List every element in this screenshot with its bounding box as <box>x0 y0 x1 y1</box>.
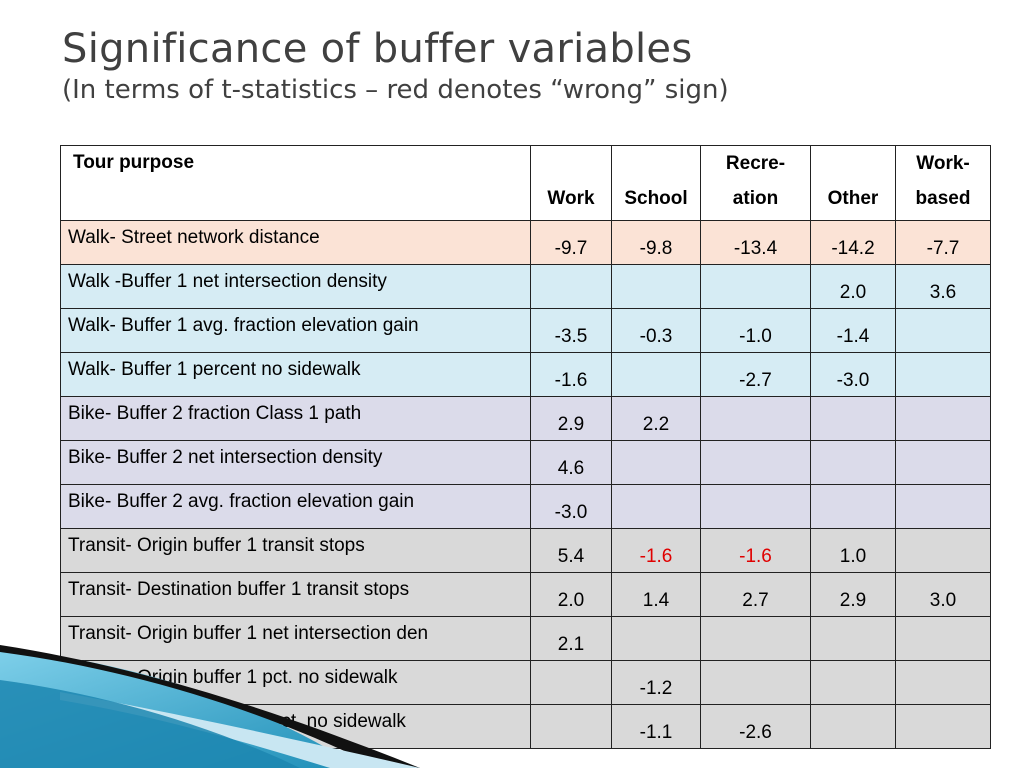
value-cell: -1.4 <box>810 308 896 353</box>
table-row: Walk- Buffer 1 percent no sidewalk -1.6 -2… <box>60 352 991 397</box>
value-cell: 2.9 <box>810 572 896 617</box>
header-tour-purpose: Tour purpose <box>60 145 531 221</box>
row-label: Bike- Buffer 2 fraction Class 1 path <box>60 396 531 441</box>
value-cell: 2.2 <box>611 396 701 441</box>
value-cell: -13.4 <box>700 220 811 265</box>
value-cell: -1.6 <box>530 352 612 397</box>
value-cell <box>810 660 896 705</box>
header-recreation: Recre-ation <box>700 145 811 221</box>
value-cell <box>700 484 811 529</box>
value-cell: 1.4 <box>611 572 701 617</box>
value-cell <box>895 528 991 573</box>
value-cell: 5.4 <box>530 528 612 573</box>
value-cell: -7.7 <box>895 220 991 265</box>
value-cell <box>700 396 811 441</box>
header-other: Other <box>810 145 896 221</box>
value-cell: -14.2 <box>810 220 896 265</box>
title-block: Significance of buffer variables (In ter… <box>62 26 729 106</box>
value-cell <box>810 484 896 529</box>
value-cell: -9.7 <box>530 220 612 265</box>
value-cell: 2.9 <box>530 396 612 441</box>
header-other-text: Other <box>827 188 879 209</box>
value-cell <box>611 440 701 485</box>
value-cell: -2.6 <box>700 704 811 749</box>
value-cell <box>895 616 991 661</box>
value-cell <box>895 352 991 397</box>
row-label: Transit- Origin buffer 1 transit stops <box>60 528 531 573</box>
table-body: Walk- Street network distance -9.7 -9.8 -13… <box>60 220 991 749</box>
table-row: Bike- Buffer 2 net intersection density 4… <box>60 440 991 485</box>
row-label: Walk -Buffer 1 net intersection density <box>60 264 531 309</box>
value-cell: 4.6 <box>530 440 612 485</box>
value-cell: -3.0 <box>530 484 612 529</box>
value-cell <box>700 616 811 661</box>
value-cell: -3.5 <box>530 308 612 353</box>
value-cell: -0.3 <box>611 308 701 353</box>
value-cell <box>810 440 896 485</box>
value-cell: -2.7 <box>700 352 811 397</box>
value-cell <box>530 660 612 705</box>
value-cell <box>700 264 811 309</box>
table-row: Walk -Buffer 1 net intersection density 2… <box>60 264 991 309</box>
table-row: Bike- Buffer 2 avg. fraction elevation g… <box>60 484 991 529</box>
table-row: Walk- Buffer 1 avg. fraction elevation g… <box>60 308 991 353</box>
decorative-wave-graphic <box>0 645 420 768</box>
value-cell <box>611 264 701 309</box>
table-row: Transit- Origin buffer 1 net intersectio… <box>60 616 991 661</box>
significance-table: Tour purpose Work School Recre-ation Oth… <box>60 145 991 749</box>
value-cell: -1.6 <box>700 528 811 573</box>
table-row: Bike- Buffer 2 fraction Class 1 path 2.9 2… <box>60 396 991 441</box>
row-label: Walk- Buffer 1 avg. fraction elevation g… <box>60 308 531 353</box>
black-stripe-shape <box>0 645 420 768</box>
header-recreation-line1: Recre- <box>725 153 786 174</box>
value-cell: 2.0 <box>810 264 896 309</box>
value-cell: 3.6 <box>895 264 991 309</box>
table-header-row: Tour purpose Work School Recre-ation Oth… <box>60 145 991 221</box>
value-cell <box>611 352 701 397</box>
slide-title: Significance of buffer variables <box>62 26 693 72</box>
header-work-text: Work <box>547 188 595 209</box>
header-school-text: School <box>624 188 688 209</box>
dark-teal-wave-shape <box>0 680 300 768</box>
value-cell <box>700 440 811 485</box>
row-label: Walk- Street network distance <box>60 220 531 265</box>
header-work-based-line1: Work- <box>916 153 970 174</box>
value-cell: 2.7 <box>700 572 811 617</box>
value-cell <box>611 484 701 529</box>
light-blue-stripe-shape <box>60 692 420 768</box>
row-label: Walk- Buffer 1 percent no sidewalk <box>60 352 531 397</box>
value-cell <box>895 308 991 353</box>
value-cell <box>895 440 991 485</box>
value-cell: -9.8 <box>611 220 701 265</box>
value-cell: -1.0 <box>700 308 811 353</box>
row-label: Transit- Origin buffer 1 net intersectio… <box>60 616 531 661</box>
value-cell <box>895 484 991 529</box>
value-cell <box>810 616 896 661</box>
value-cell <box>530 704 612 749</box>
header-school: School <box>611 145 701 221</box>
value-cell: -1.2 <box>611 660 701 705</box>
value-cell: -3.0 <box>810 352 896 397</box>
header-work-based: Work-based <box>895 145 991 221</box>
row-label: Bike- Buffer 2 avg. fraction elevation g… <box>60 484 531 529</box>
value-cell <box>895 704 991 749</box>
value-cell <box>895 396 991 441</box>
table-row: Transit- Destination buffer 1 transit st… <box>60 572 991 617</box>
slide-subtitle: (In terms of t-statistics – red denotes … <box>62 75 729 105</box>
value-cell <box>810 704 896 749</box>
header-recreation-line2: ation <box>732 188 779 209</box>
row-label: Transit- Destination buffer 1 transit st… <box>60 572 531 617</box>
value-cell: 2.1 <box>530 616 612 661</box>
value-cell <box>810 396 896 441</box>
value-cell: 3.0 <box>895 572 991 617</box>
header-work: Work <box>530 145 612 221</box>
value-cell <box>530 264 612 309</box>
value-cell: 1.0 <box>810 528 896 573</box>
value-cell: -1.6 <box>611 528 701 573</box>
value-cell: -1.1 <box>611 704 701 749</box>
table-row: Walk- Street network distance -9.7 -9.8 -13… <box>60 220 991 265</box>
row-label: Bike- Buffer 2 net intersection density <box>60 440 531 485</box>
table-row: Transit- Origin buffer 1 transit stops 5.… <box>60 528 991 573</box>
header-work-based-line2: based <box>915 188 971 209</box>
